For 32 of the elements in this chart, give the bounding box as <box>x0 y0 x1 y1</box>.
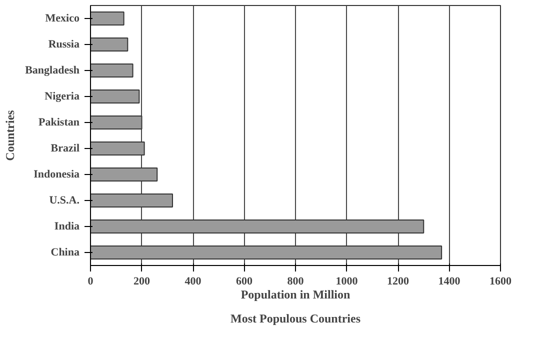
y-tick-label: India <box>54 220 80 232</box>
bar <box>90 38 128 52</box>
bar <box>90 142 145 156</box>
bar <box>90 194 173 208</box>
x-tick-label: 600 <box>236 276 253 288</box>
y-tick-label: Pakistan <box>38 116 80 128</box>
bar <box>90 168 158 182</box>
x-tick-label: 1400 <box>438 276 461 288</box>
text: Most Populous Countries <box>230 312 361 326</box>
bar <box>90 246 442 260</box>
bar <box>90 90 140 104</box>
y-tick-label: Mexico <box>45 12 80 24</box>
x-tick-label: 0 <box>88 276 94 288</box>
x-tick-label: 1000 <box>336 276 358 288</box>
bar <box>90 116 142 130</box>
x-tick-label: 200 <box>134 276 150 288</box>
y-tick-label: Russia <box>48 38 80 50</box>
y-tick-label: Bangladesh <box>25 64 80 76</box>
x-axis-title: Population in Million <box>240 288 351 302</box>
y-tick-label: Nigeria <box>44 90 80 102</box>
y-tick-label: China <box>50 246 80 258</box>
y-tick-label: U.S.A. <box>49 194 80 206</box>
y-tick-label: Indonesia <box>34 168 80 180</box>
x-tick-label: 400 <box>184 276 202 288</box>
x-tick-label: 800 <box>287 276 304 288</box>
bar <box>90 64 134 78</box>
bar <box>90 12 124 26</box>
x-tick-label: 1600 <box>490 276 512 288</box>
y-axis-title: Countries <box>3 110 18 161</box>
bar <box>90 220 424 234</box>
x-tick-label: 1200 <box>387 276 410 288</box>
y-tick-label: Brazil <box>50 142 80 154</box>
